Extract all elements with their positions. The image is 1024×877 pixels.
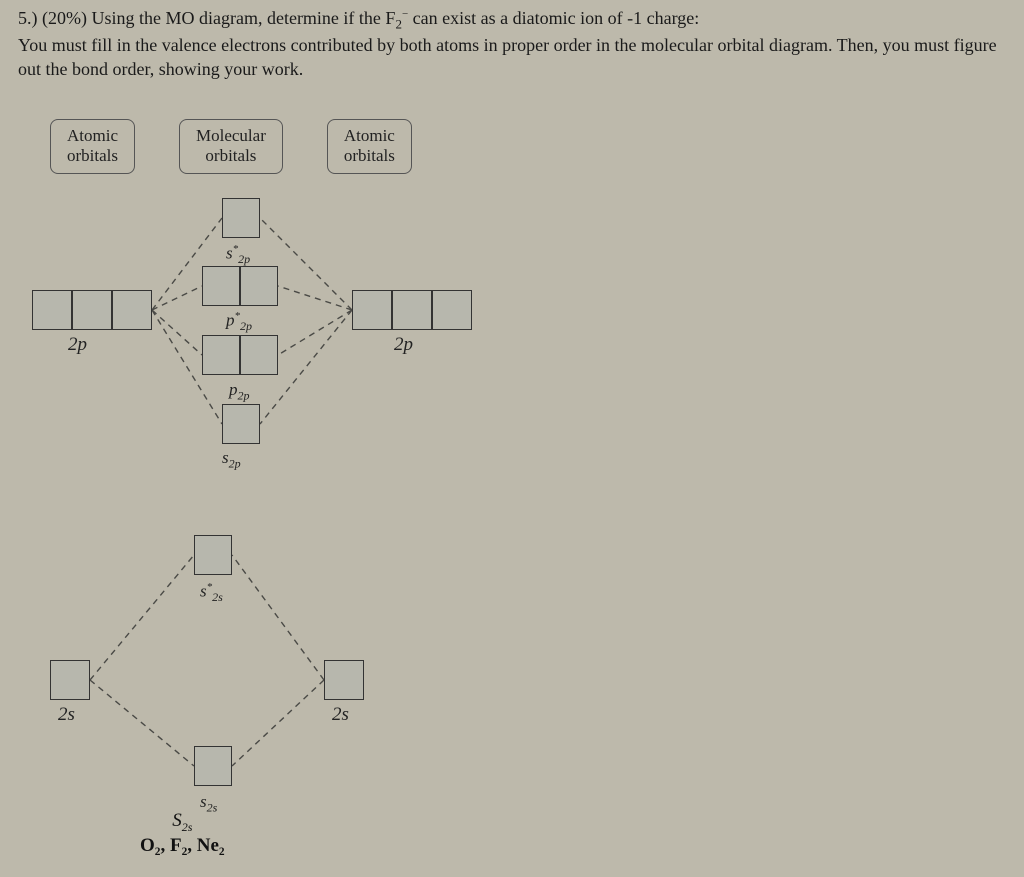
mo-label-sigma_star_2s: s*2s xyxy=(200,581,223,605)
conn-left_2s-sigma_2s xyxy=(90,680,194,766)
mo-sigma_star_2s-box-0[interactable] xyxy=(194,535,232,575)
ao-right_2p-box-1[interactable] xyxy=(392,290,432,330)
conn-right_2s-sigma_star_2s xyxy=(232,555,324,680)
diagram-caption: S2sO₂, F₂, Ne₂ xyxy=(140,810,225,857)
mo-label-pi_2p: p2p xyxy=(229,380,250,403)
ao-label-left_2s: 2s xyxy=(58,704,75,726)
connection-lines xyxy=(0,0,1024,877)
conn-left_2p-pi_star_2p xyxy=(152,286,202,310)
mo-label-pi_star_2p: p*2p xyxy=(226,310,252,334)
conn-right_2s-sigma_2s xyxy=(232,680,324,766)
conn-left_2s-sigma_star_2s xyxy=(90,555,194,680)
ao-right_2p-box-2[interactable] xyxy=(432,290,472,330)
mo-sigma_star_2p-box-0[interactable] xyxy=(222,198,260,238)
mo-pi_star_2p-box-0[interactable] xyxy=(202,266,240,306)
mo-diagram: 2p2p2s2ss*2pp*2pp2ps2ps*2ss2sS2sO₂, F₂, … xyxy=(0,0,1024,877)
mo-sigma_2s-box-0[interactable] xyxy=(194,746,232,786)
mo-pi_star_2p-box-1[interactable] xyxy=(240,266,278,306)
ao-right_2p-box-0[interactable] xyxy=(352,290,392,330)
conn-right_2p-pi_2p xyxy=(278,310,352,355)
page: 5.) (20%) Using the MO diagram, determin… xyxy=(0,0,1024,877)
mo-pi_2p-box-1[interactable] xyxy=(240,335,278,375)
ao-right_2s-box-0[interactable] xyxy=(324,660,364,700)
ao-left_2p-box-2[interactable] xyxy=(112,290,152,330)
mo-label-sigma_2p: s2p xyxy=(222,448,241,471)
ao-left_2s-box-0[interactable] xyxy=(50,660,90,700)
ao-left_2p-box-1[interactable] xyxy=(72,290,112,330)
ao-left_2p-box-0[interactable] xyxy=(32,290,72,330)
mo-pi_2p-box-0[interactable] xyxy=(202,335,240,375)
ao-label-right_2p: 2p xyxy=(394,334,413,356)
mo-sigma_2p-box-0[interactable] xyxy=(222,404,260,444)
ao-label-left_2p: 2p xyxy=(68,334,87,356)
mo-label-sigma_star_2p: s*2p xyxy=(226,243,250,267)
ao-label-right_2s: 2s xyxy=(332,704,349,726)
conn-right_2p-pi_star_2p xyxy=(278,286,352,310)
conn-left_2p-pi_2p xyxy=(152,310,202,355)
